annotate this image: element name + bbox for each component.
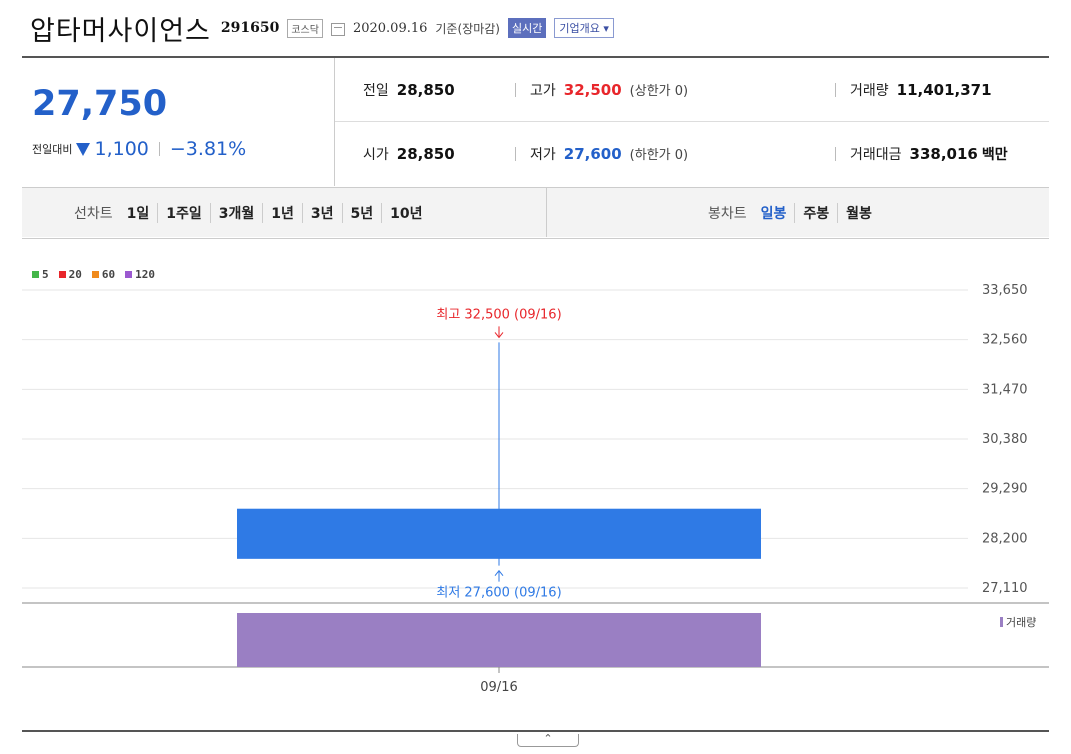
volume-legend-swatch (1000, 617, 1003, 627)
legend-swatch (32, 271, 39, 278)
volume-bar (237, 613, 761, 667)
quote-basis: 기준(장마감) (435, 21, 500, 36)
y-axis-ticks: 33,650 32,560 31,470 30,380 29,290 28,200 27,1… (982, 283, 1028, 596)
summary-row-2: 시가 28,850 저가 27,600 (하한가 0) 거래대금 338,016… (335, 122, 1049, 185)
low-value: 27,600 (563, 144, 622, 163)
chart-period-bar: 선차트 1일 1주일 3개월 1년 3년 5년 10년 봉차트 일봉 주봉 월봉 (22, 187, 1049, 237)
period-5y[interactable]: 5년 (341, 202, 382, 223)
prev-close-cell: 전일 28,850 (363, 58, 455, 121)
volume-bars: 거래량 (237, 613, 1036, 667)
legend-ma120: 120 (125, 268, 155, 281)
open-cell: 시가 28,850 (363, 122, 455, 185)
trade-amount-label: 거래대금 (850, 146, 902, 163)
high-label: 고가 (530, 82, 556, 99)
down-triangle-icon (76, 142, 91, 156)
low-label: 저가 (530, 146, 556, 163)
divider (158, 142, 160, 156)
trade-amount-cell: 거래대금 338,016 백만 (835, 122, 1008, 185)
prev-close-value: 28,850 (396, 80, 455, 99)
realtime-button[interactable]: 실시간 (507, 18, 547, 38)
legend-swatch (91, 271, 99, 278)
candle-chart-label: 봉차트 (708, 205, 747, 222)
candle-weekly[interactable]: 주봉 (794, 202, 837, 223)
volume-value: 11,401,371 (896, 80, 992, 99)
trade-amount-value: 338,016 (909, 144, 978, 163)
volume-label: 거래량 (850, 82, 889, 99)
y-tick-label: 30,380 (982, 432, 1028, 447)
annotations: 최고 32,500 (09/16) 최저 27,600 (09/16) (436, 307, 561, 600)
stock-name: 압타머사이언스 (30, 15, 211, 47)
legend-label: 20 (68, 268, 82, 281)
high-cell: 고가 32,500 (상한가 0) (515, 58, 688, 121)
y-tick-label: 28,200 (982, 531, 1028, 546)
stock-header: 압타머사이언스 291650 코스닥 2020.09.16 기준(장마감) 실시… (30, 8, 614, 48)
prev-close-label: 전일 (363, 82, 389, 99)
legend-ma20: 20 (58, 268, 82, 281)
high-value: 32,500 (563, 80, 622, 99)
volume-cell: 거래량 11,401,371 (835, 58, 992, 121)
summary-row-1: 전일 28,850 고가 32,500 (상한가 0) 거래량 11,401,3… (335, 58, 1049, 122)
legend-ma60: 60 (91, 268, 116, 281)
x-axis: 09/16 (480, 667, 518, 695)
period-3m[interactable]: 3개월 (209, 202, 263, 223)
upper-limit-note: (상한가 0) (629, 84, 689, 99)
legend-label: 5 (42, 268, 49, 281)
period-10y[interactable]: 10년 (381, 202, 430, 223)
period-3y[interactable]: 3년 (301, 202, 342, 223)
trade-amount-unit: 백만 (981, 146, 1008, 163)
candle-monthly[interactable]: 월봉 (837, 202, 880, 223)
company-info-dropdown[interactable]: 기업개요 ▾ (554, 18, 614, 38)
legend-ma5: 5 (32, 268, 49, 281)
y-tick-label: 33,650 (982, 283, 1028, 298)
legend-label: 120 (135, 268, 155, 281)
stock-code: 291650 (220, 20, 280, 36)
period-1d[interactable]: 1일 (126, 205, 150, 222)
high-arrow-head-icon (494, 332, 504, 339)
low-annotation: 최저 27,600 (09/16) (436, 586, 561, 601)
candle-chart-periods: 봉차트 일봉 주봉 월봉 (548, 188, 1049, 237)
current-price: 27,750 (32, 84, 168, 124)
low-cell: 저가 27,600 (하한가 0) (515, 122, 688, 185)
bottom-divider (22, 730, 1049, 732)
high-annotation: 최고 32,500 (09/16) (436, 307, 561, 322)
price-change-row: 전일대비 1,100 −3.81% (32, 138, 246, 160)
change-label: 전일대비 (32, 143, 73, 156)
candle-body (237, 508, 761, 559)
collapse-button[interactable]: ⌃ (517, 733, 579, 747)
legend-label: 60 (101, 268, 116, 281)
candles (237, 342, 761, 566)
y-tick-label: 32,560 (982, 333, 1028, 348)
period-1w[interactable]: 1주일 (157, 202, 210, 223)
x-tick-label: 09/16 (480, 680, 517, 695)
grid-lines (22, 289, 1049, 668)
candle-daily[interactable]: 일봉 (760, 205, 787, 222)
change-percent: −3.81% (169, 138, 247, 160)
y-tick-label: 29,290 (982, 482, 1028, 497)
market-badge: 코스닥 (287, 18, 323, 38)
line-chart-periods: 선차트 1일 1주일 3개월 1년 3년 5년 10년 (22, 188, 547, 237)
current-price-panel: 27,750 전일대비 1,100 −3.81% (22, 58, 335, 186)
lower-limit-note: (하한가 0) (629, 148, 689, 163)
y-tick-label: 31,470 (982, 382, 1028, 397)
calendar-icon (330, 22, 345, 36)
quote-date: 2020.09.16 (352, 20, 428, 36)
open-label: 시가 (363, 146, 389, 163)
period-1y[interactable]: 1년 (262, 202, 302, 223)
moving-average-legend: 5 20 60 120 (32, 268, 155, 281)
y-tick-label: 27,110 (982, 581, 1028, 596)
low-arrow-head-icon (494, 569, 504, 576)
legend-swatch (125, 271, 133, 278)
open-value: 28,850 (396, 144, 455, 163)
change-value: 1,100 (94, 138, 149, 160)
volume-legend-label: 거래량 (1006, 616, 1036, 629)
line-chart-label: 선차트 (74, 205, 113, 222)
legend-swatch (58, 271, 66, 278)
price-summary: 27,750 전일대비 1,100 −3.81% 전일 28,850 고가 32… (22, 56, 1049, 239)
